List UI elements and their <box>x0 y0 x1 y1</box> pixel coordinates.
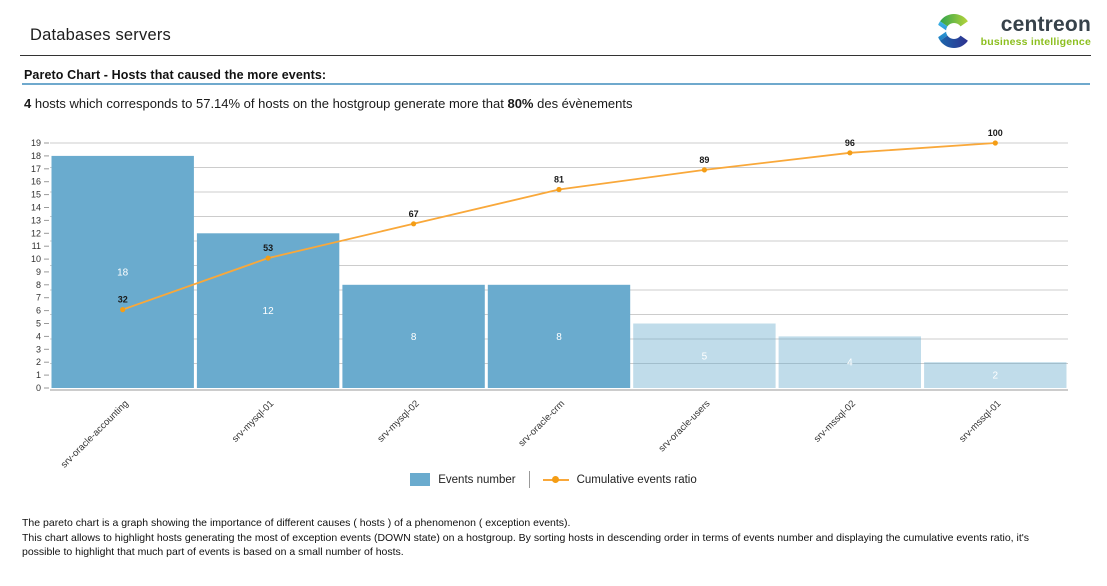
line-point <box>120 307 126 313</box>
bar-value-label: 12 <box>263 306 275 317</box>
y-tick-label: 7 <box>36 293 41 303</box>
bar-value-label: 4 <box>847 358 853 369</box>
line-points: 32 53 67 81 89 96 100 <box>118 128 1003 313</box>
y-tick-label: 1 <box>36 370 41 380</box>
legend-item-events-number: Events number <box>410 473 516 486</box>
x-tick-label-srv-oracle-crm: srv-oracle-crm <box>516 398 567 449</box>
y-tick-label: 18 <box>31 151 41 161</box>
line-point-label: 32 <box>118 295 128 305</box>
line-point <box>847 150 853 156</box>
description-line: The pareto chart is a graph showing the … <box>22 517 571 529</box>
x-tick-label-srv-oracle-users: srv-oracle-users <box>657 398 713 454</box>
line-point-label: 96 <box>845 138 855 148</box>
x-tick-label-srv-mssql-02: srv-mssql-02 <box>812 398 858 444</box>
y-tick-label: 17 <box>31 164 41 174</box>
y-tick-label: 3 <box>36 344 41 354</box>
chart-section-heading: Pareto Chart - Hosts that caused the mor… <box>24 68 327 82</box>
x-axis-labels: srv-oracle-accounting srv-mysql-01 srv-mys… <box>59 398 1004 470</box>
bar-value-label: 8 <box>411 332 417 343</box>
y-tick-label: 19 <box>31 138 41 148</box>
line-point <box>701 167 708 173</box>
bar-srv-mysql-02 <box>342 284 485 388</box>
y-tick-label: 12 <box>31 228 41 238</box>
chart-legend: Events number Cumulative events ratio <box>0 471 1107 488</box>
line-series-marker-icon <box>542 476 569 483</box>
y-tick-label: 9 <box>36 267 41 277</box>
line-point-label: 89 <box>699 155 709 165</box>
header-divider <box>20 55 1091 56</box>
summary-threshold: 80% <box>507 96 534 111</box>
bar-value-label: 8 <box>556 332 562 343</box>
brand-tagline: business intelligence <box>980 35 1091 48</box>
line-point-label: 67 <box>409 209 419 219</box>
bar-value-label: 18 <box>117 267 129 278</box>
legend-item-cumulative-ratio: Cumulative events ratio <box>542 473 697 486</box>
centreon-c-icon <box>933 13 968 49</box>
bars: 18 12 8 8 5 4 2 <box>51 155 1067 388</box>
y-tick-label: 8 <box>36 280 41 290</box>
summary-text-1: hosts which corresponds to 57.14% of hos… <box>31 96 508 111</box>
line-point-label: 53 <box>263 243 273 253</box>
pareto-summary: 4 hosts which corresponds to 57.14% of h… <box>24 96 633 111</box>
description-line: possible to highlight that much part of … <box>22 546 404 558</box>
bar-srv-oracle-accounting <box>51 155 194 388</box>
description-line: This chart allows to highlight hosts gen… <box>22 531 1030 544</box>
y-tick-label: 11 <box>32 241 41 251</box>
x-tick-label-srv-mssql-01: srv-mssql-01 <box>957 398 1003 444</box>
y-tick-label: 15 <box>31 190 41 200</box>
x-tick-label-srv-mysql-01: srv-mysql-01 <box>230 398 276 444</box>
bar-series-swatch-icon <box>410 473 431 486</box>
line-point <box>411 221 417 227</box>
y-tick-label: 0 <box>36 383 41 393</box>
y-tick-label: 14 <box>31 203 41 213</box>
section-underline <box>22 83 1090 85</box>
x-tick-label-srv-oracle-accounting: srv-oracle-accounting <box>59 398 131 470</box>
legend-bar-label: Events number <box>438 473 516 486</box>
y-tick-label: 13 <box>31 215 41 225</box>
centreon-logo: centreon business intelligence <box>933 11 1091 51</box>
summary-text-2: des évènements <box>533 96 633 111</box>
brand-name: centreon <box>1000 12 1091 36</box>
y-tick-label: 6 <box>36 306 41 316</box>
bar-srv-oracle-users <box>633 323 776 388</box>
summary-host-count: 4 <box>24 96 32 111</box>
chart-description: The pareto chart is a graph showing the … <box>22 516 1097 560</box>
bar-value-label: 5 <box>702 351 708 362</box>
line-point <box>265 255 271 261</box>
y-tick-label: 2 <box>36 357 41 367</box>
line-point <box>556 186 562 193</box>
x-tick-label-srv-mysql-02: srv-mysql-02 <box>375 398 421 444</box>
bar-value-label: 2 <box>993 371 999 382</box>
y-tick-label: 5 <box>36 319 41 329</box>
line-point-label: 100 <box>988 128 1003 138</box>
page-title: Databases servers <box>30 26 171 44</box>
bar-srv-mssql-02 <box>778 336 921 388</box>
legend-line-label: Cumulative events ratio <box>576 473 697 486</box>
y-tick-label: 4 <box>36 331 41 341</box>
bar-srv-mssql-01 <box>924 362 1067 388</box>
line-point <box>992 140 998 146</box>
bar-srv-oracle-crm <box>487 284 631 388</box>
legend-separator <box>528 471 530 488</box>
y-tick-label: 16 <box>31 177 41 187</box>
line-point-label: 81 <box>554 175 564 185</box>
y-tick-label: 10 <box>31 254 41 264</box>
